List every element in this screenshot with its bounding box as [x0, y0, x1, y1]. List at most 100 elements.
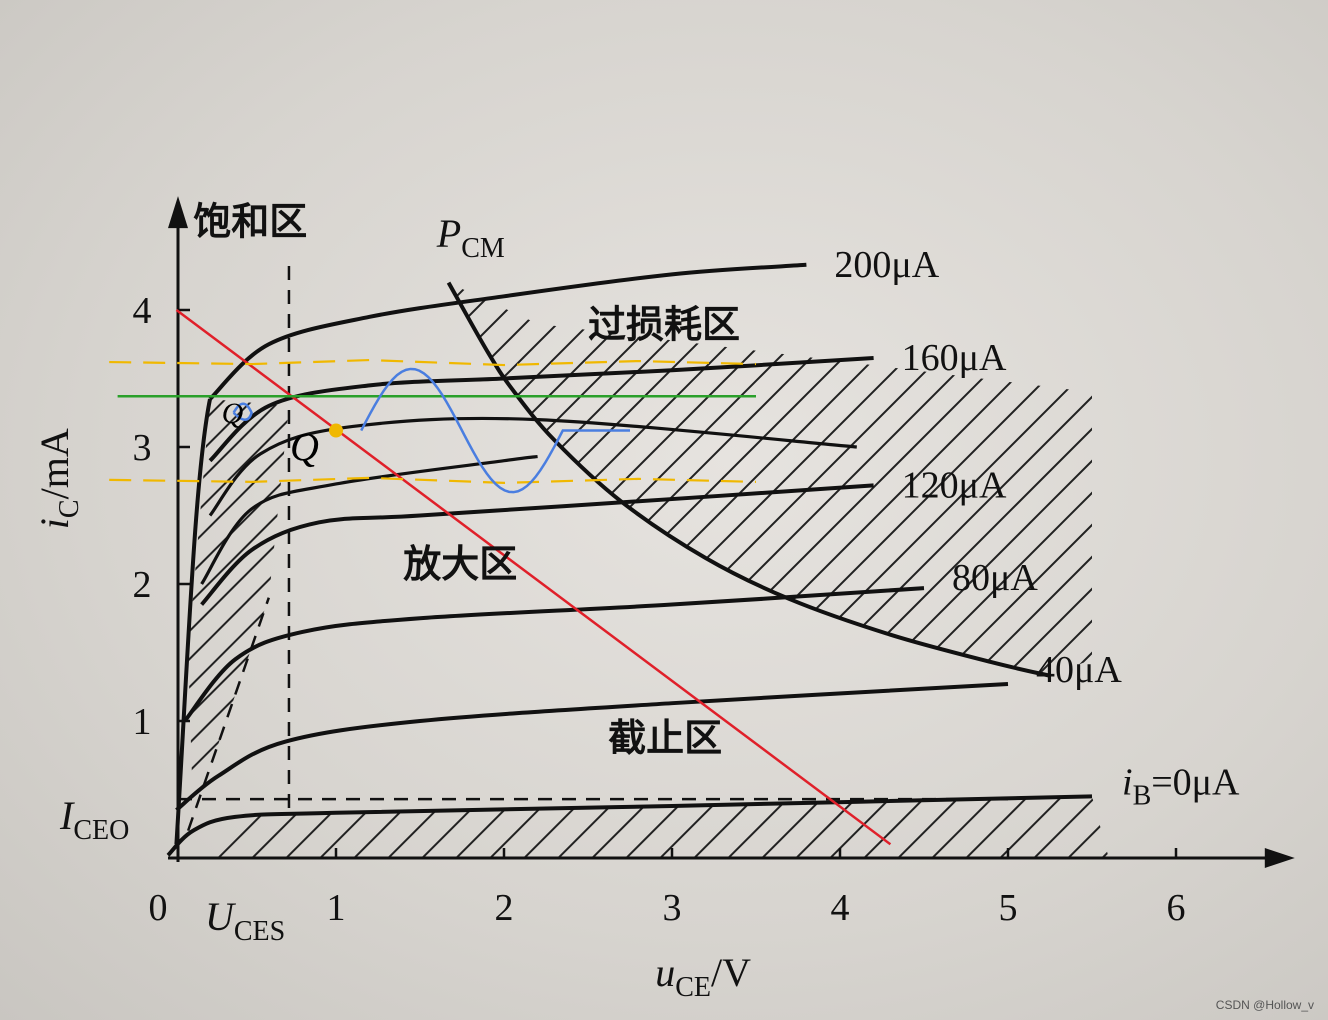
x-tick-label-0: 0 — [149, 887, 168, 929]
uces-label: UCES — [205, 894, 285, 947]
y-tick-label-3: 4 — [133, 290, 152, 332]
hatch-cut-line-27 — [1030, 796, 1104, 858]
hatch-sat-line-4 — [188, 399, 289, 817]
x-axis-label: uCE/V — [655, 950, 751, 1003]
orange-band-1 — [109, 476, 757, 484]
iceo-symbol: I — [59, 793, 75, 838]
hatch-sat-line-1 — [188, 399, 206, 817]
y-tick-label-0: 1 — [133, 701, 152, 743]
ib-subscript: B — [1133, 780, 1152, 811]
load-line — [175, 308, 892, 846]
hatch-cut-line-5 — [282, 796, 356, 858]
y-axis-arrow — [168, 196, 188, 229]
hatch-pcm-line-7 — [448, 282, 645, 676]
x-axis-arrow — [1264, 848, 1295, 868]
watermark-text: CSDN @Hollow_v — [1215, 998, 1314, 1012]
series-label-0: iB=0μA — [1122, 761, 1240, 811]
ib-symbol: i — [1122, 761, 1133, 803]
uces-symbol: U — [205, 894, 237, 939]
hatch-sat-line-9 — [188, 399, 289, 817]
hatch-pcm-line-32 — [1018, 282, 1092, 676]
pcm-symbol: P — [436, 211, 461, 256]
q2-point-label: Q — [222, 397, 244, 430]
q2-point-mark — [232, 402, 253, 421]
saturation-dash-diagonal — [186, 597, 270, 832]
x-axis-symbol: u — [655, 950, 675, 995]
x-tick-label-6: 6 — [1167, 887, 1186, 929]
y-axis-symbol: i — [32, 518, 77, 529]
x-tick-label-1: 1 — [327, 887, 346, 929]
iceo-label: ICEO — [59, 793, 129, 846]
ib-curve-4 — [208, 355, 874, 463]
x-tick-label-2: 2 — [495, 887, 514, 929]
hatch-pcm-line-33 — [1050, 282, 1092, 676]
hatch-pcm-line-26 — [826, 282, 1092, 676]
hatch-cut-line-14 — [588, 796, 662, 858]
uces-subscript: CES — [234, 916, 285, 947]
ib-curve-0 — [166, 794, 1093, 857]
series-label-200: 200μA — [834, 244, 939, 286]
hatch-cut-line-2 — [188, 796, 254, 858]
annotation-group — [109, 308, 892, 846]
region-saturation: 饱和区 — [193, 200, 307, 244]
extra-curve-1 — [208, 416, 857, 517]
y-axis-subscript: C — [54, 499, 85, 518]
saturation-edge — [174, 398, 212, 845]
x-tick-label-5: 5 — [999, 887, 1018, 929]
hatch-pcm-line-34 — [1082, 282, 1092, 676]
hatch-sat-line-10 — [188, 399, 289, 817]
hatch-cut-line-17 — [690, 796, 764, 858]
x-tick-label-3: 3 — [663, 887, 682, 929]
hatch-sat-line-5 — [188, 399, 289, 817]
hatch-cut-line-7 — [350, 796, 424, 858]
y-axis-unit: /mA — [32, 428, 77, 499]
hatch-pcm-line-31 — [986, 282, 1092, 676]
hatch-sat-line-13 — [188, 399, 289, 817]
hatch-pcm-line-30 — [954, 282, 1092, 676]
y-tick-label-2: 3 — [133, 427, 152, 469]
hatch-pcm-line-5 — [448, 282, 581, 676]
region-amplify: 放大区 — [403, 542, 517, 586]
series-label-40: 40μA — [1036, 649, 1122, 691]
series-label-160: 160μA — [902, 337, 1007, 379]
hatch-sat-line-11 — [188, 399, 289, 817]
iceo-subscript: CEO — [73, 815, 129, 846]
x-tick-group: 0 1 2 3 4 5 6 — [149, 848, 1186, 929]
x-axis-subscript: CE — [675, 972, 711, 1003]
region-cutoff: 截止区 — [608, 716, 722, 760]
hatch-cut-line-26 — [996, 796, 1070, 858]
curve-group — [166, 262, 1093, 857]
pcm-subscript: CM — [461, 233, 505, 264]
hatch-sat-line-6 — [188, 399, 289, 817]
pcm-label: PCM — [436, 211, 505, 264]
q-point-label: Q — [290, 425, 319, 470]
hatch-pcm-line-29 — [922, 282, 1092, 676]
x-axis-unit: /V — [711, 950, 751, 995]
extra-curve-0 — [200, 455, 538, 585]
hatch-cut-line-24 — [928, 796, 1002, 858]
hatch-cut-line-25 — [962, 796, 1036, 858]
series-label-120: 120μA — [902, 464, 1007, 506]
hatch-sat-line-19 — [269, 399, 289, 817]
hatch-pcm-line-25 — [794, 282, 1092, 676]
blue-signal-wave — [360, 367, 630, 494]
hatch-pcm-line-28 — [890, 282, 1092, 676]
orange-band-0 — [109, 358, 757, 367]
hatch-cut-line-12 — [520, 796, 594, 858]
hatch-pcm-line-1 — [448, 282, 453, 676]
saturation-hatching — [188, 399, 289, 817]
series-label-80: 80μA — [952, 557, 1038, 599]
q-point-marker — [329, 423, 343, 438]
region-overloss: 过损耗区 — [588, 302, 740, 346]
ib-value: =0μA — [1151, 761, 1240, 803]
hatch-cut-line-19 — [758, 796, 832, 858]
hatch-pcm-line-6 — [448, 282, 613, 676]
y-tick-group: 1 2 3 4 — [133, 290, 190, 743]
pcm-curve — [446, 281, 1051, 678]
y-tick-label-1: 2 — [133, 564, 152, 606]
ib-curve-1 — [175, 682, 1009, 812]
hatch-pcm-line-2 — [448, 282, 485, 676]
hatch-pcm-line-27 — [858, 282, 1092, 676]
